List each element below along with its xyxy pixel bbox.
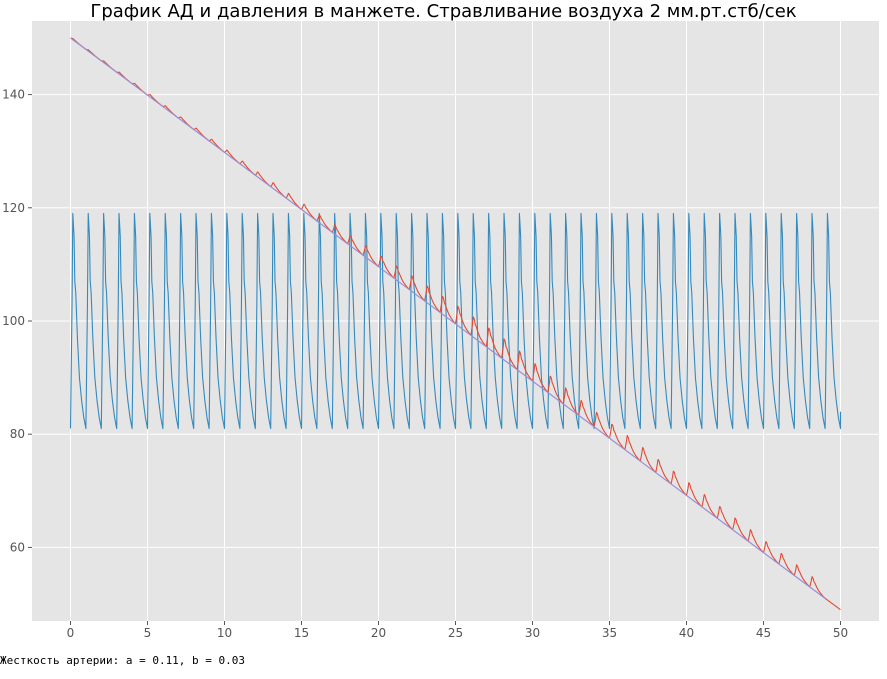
- chart-title: График АД и давления в манжете. Стравлив…: [90, 1, 797, 22]
- x-tick-label: 30: [525, 626, 540, 640]
- y-axis: 60 80 100 120 140: [2, 88, 32, 554]
- y-tick-label: 140: [2, 88, 25, 102]
- x-tick-label: 20: [371, 626, 386, 640]
- y-tick-label: 100: [2, 314, 25, 328]
- x-tick-label: 50: [833, 626, 848, 640]
- y-tick-label: 60: [10, 540, 25, 554]
- x-tick-label: 40: [679, 626, 694, 640]
- x-tick-label: 45: [756, 626, 771, 640]
- series-line-blood-pressure: [69, 212, 842, 430]
- artery-stiffness-note: Жесткость артерии: a = 0.11, b = 0.03: [0, 654, 246, 667]
- y-tick-label: 120: [2, 201, 25, 215]
- series-line-cuff-pressure: [70, 37, 826, 599]
- x-axis: 0 5 10 15 20 25 30 35 40 45 50: [67, 621, 848, 640]
- series-line-cuff-oscillations: [70, 37, 841, 611]
- x-tick-label: 0: [67, 626, 75, 640]
- x-tick-label: 10: [217, 626, 232, 640]
- x-tick-label: 35: [602, 626, 617, 640]
- x-tick-label: 5: [144, 626, 152, 640]
- x-tick-label: 15: [294, 626, 309, 640]
- series-layer: [69, 37, 842, 611]
- y-tick-label: 80: [10, 427, 25, 441]
- x-tick-label: 25: [448, 626, 463, 640]
